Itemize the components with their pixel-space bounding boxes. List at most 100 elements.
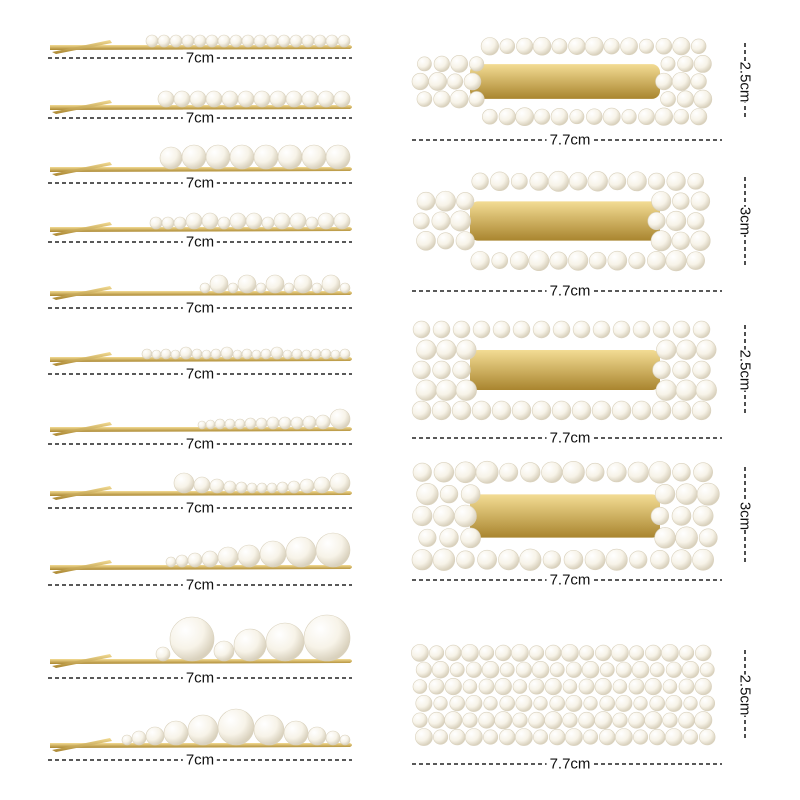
pearl — [315, 532, 351, 568]
pearl — [121, 734, 133, 746]
pearl — [612, 679, 628, 694]
pearl — [495, 644, 512, 662]
pearl — [545, 644, 562, 662]
pearl — [672, 320, 691, 339]
pearl — [671, 231, 690, 250]
pearl — [282, 349, 293, 360]
pearl — [692, 360, 711, 380]
pearl — [187, 552, 203, 568]
pearl — [429, 645, 445, 661]
pearl — [339, 734, 351, 746]
bobby-pin-bar — [50, 427, 352, 432]
pearl — [452, 320, 471, 339]
pearl — [515, 728, 533, 746]
pearl — [431, 400, 452, 421]
pearl — [478, 678, 495, 695]
pearl — [482, 108, 498, 125]
pearl — [329, 408, 351, 430]
pearl — [499, 662, 515, 678]
pearl — [229, 212, 247, 230]
pearl — [449, 695, 466, 712]
pearl — [261, 216, 275, 230]
pearl — [690, 230, 711, 251]
pearl — [265, 622, 305, 662]
pearl — [690, 108, 708, 126]
pearl — [451, 400, 472, 421]
pearl — [528, 250, 550, 272]
pin-length-label: 7cm — [182, 669, 218, 687]
pearl — [428, 678, 445, 695]
pearl — [644, 677, 662, 696]
pearl — [695, 379, 717, 401]
pearl — [675, 483, 698, 505]
pearl — [655, 38, 673, 55]
bobby-pin-bar — [50, 491, 352, 496]
pearl — [181, 34, 195, 48]
pearl — [675, 526, 698, 550]
pearl — [627, 171, 647, 192]
pearl — [644, 711, 663, 730]
pearl — [412, 360, 431, 380]
pearl — [628, 711, 645, 729]
pearl — [588, 251, 607, 270]
pearl — [648, 461, 672, 484]
pearl — [173, 472, 195, 494]
pearl — [149, 216, 163, 230]
pearl — [412, 679, 428, 694]
pearl — [583, 696, 598, 711]
pearl — [563, 549, 584, 570]
clip-height-label: 2.5cm — [733, 674, 757, 716]
clip-height-label: 3cm — [733, 206, 757, 236]
pearl — [285, 90, 303, 108]
pearl — [456, 339, 477, 360]
pearl — [412, 320, 431, 339]
pearl — [665, 728, 683, 746]
pin-length-label: 7cm — [182, 233, 218, 251]
pearl — [695, 644, 712, 662]
pearl — [450, 210, 471, 232]
pearl — [654, 483, 676, 505]
pearl — [655, 379, 677, 401]
pearl — [468, 91, 485, 108]
pearl — [699, 728, 716, 746]
pearl — [652, 360, 671, 380]
pearl — [690, 73, 707, 90]
pearl — [628, 252, 646, 270]
pearl — [285, 536, 317, 568]
pearl — [439, 484, 459, 504]
pearl — [237, 90, 255, 108]
pearl — [584, 36, 604, 56]
pearl — [629, 645, 645, 661]
pearl — [631, 400, 652, 421]
pearl — [696, 482, 720, 506]
pearl — [131, 730, 147, 746]
pearl — [662, 712, 678, 728]
pearl — [515, 694, 533, 712]
pearl — [444, 677, 462, 696]
pearl — [552, 320, 571, 339]
pearl — [445, 644, 462, 662]
pearl — [533, 729, 549, 745]
pearl — [510, 251, 529, 270]
pearl — [551, 400, 572, 421]
pearl — [692, 320, 711, 339]
pearl — [665, 661, 682, 678]
pearl — [649, 662, 665, 678]
pearl — [412, 712, 428, 728]
pearl — [498, 549, 520, 571]
pearl — [169, 34, 183, 48]
pearl — [490, 171, 510, 192]
pearl — [449, 89, 469, 109]
pearl — [479, 645, 495, 661]
pearl — [145, 34, 159, 48]
pearl — [672, 360, 691, 380]
pearl — [313, 34, 327, 48]
pearl — [197, 420, 207, 430]
pearl — [415, 728, 433, 746]
pearl — [633, 729, 649, 745]
pin-length-label: 7cm — [182, 576, 218, 594]
pearl — [572, 320, 591, 339]
pearl — [655, 72, 673, 91]
pearl — [433, 55, 450, 72]
pearl — [611, 400, 632, 421]
